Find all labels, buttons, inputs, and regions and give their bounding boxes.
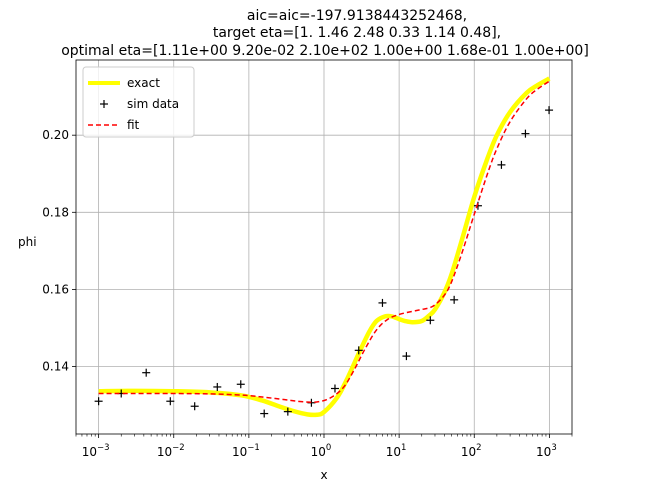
x-tick-label: 10−1 — [232, 443, 260, 459]
x-tick-label: 10−3 — [82, 443, 110, 459]
x-tick-label: 100 — [311, 443, 332, 459]
data-point-sim-data — [545, 106, 554, 115]
data-point-sim-data — [260, 409, 269, 418]
x-axis-ticks: 10−3 10−2 10−1 100 101 102 103 — [75, 434, 573, 459]
y-axis-ticks: 0.14 0.16 0.18 0.20 — [42, 128, 76, 374]
x-axis-label: x — [320, 468, 327, 482]
x-tick-label-exponent: −3 — [97, 443, 110, 453]
x-tick-label: 101 — [386, 443, 407, 459]
legend: exact sim data fit — [82, 66, 195, 138]
series-line-exact — [98, 76, 551, 418]
data-point-sim-data — [213, 382, 222, 391]
x-tick-label: 10−2 — [157, 443, 185, 459]
x-tick-label-base: 10 — [386, 445, 401, 459]
x-tick-label-base: 10 — [536, 445, 551, 459]
title-line-optimal-eta: optimal eta=[1.11e+00 9.20e-02 2.10e+02 … — [61, 43, 589, 59]
legend-swatch-sim-data — [100, 100, 108, 108]
data-point-sim-data — [283, 407, 292, 416]
x-tick-label-exponent: 2 — [476, 443, 481, 453]
data-point-sim-data — [236, 380, 245, 389]
data-point-sim-data — [473, 201, 482, 210]
data-point-sim-data — [521, 129, 530, 138]
x-tick-label-base: 10 — [232, 445, 247, 459]
x-tick-label-base: 10 — [82, 445, 97, 459]
series-layer — [94, 76, 554, 418]
chart-title: aic=aic=-197.9138443252468, target eta=[… — [61, 8, 589, 59]
x-tick-label-exponent: 0 — [326, 443, 331, 453]
data-point-sim-data — [142, 368, 151, 377]
data-point-sim-data — [402, 352, 411, 361]
legend-label-sim-data: sim data — [127, 97, 179, 111]
y-tick-label: 0.16 — [42, 282, 69, 296]
data-point-sim-data — [450, 295, 459, 304]
x-tick-label: 103 — [536, 443, 557, 459]
x-tick-label: 102 — [461, 443, 482, 459]
data-point-sim-data — [354, 346, 363, 355]
title-line-aic: aic=aic=-197.9138443252468, — [247, 8, 467, 24]
data-point-sim-data — [330, 384, 339, 393]
y-tick-label: 0.14 — [42, 360, 69, 374]
y-tick-label: 0.18 — [42, 205, 69, 219]
y-tick-label: 0.20 — [42, 128, 69, 142]
data-point-sim-data — [94, 397, 103, 406]
x-tick-label-exponent: −2 — [172, 443, 185, 453]
data-point-sim-data — [497, 160, 506, 169]
title-line-target-eta: target eta=[1. 1.46 2.48 0.33 1.14 0.48]… — [213, 25, 501, 41]
x-tick-label-exponent: −1 — [247, 443, 260, 453]
x-tick-label-base: 10 — [157, 445, 172, 459]
data-point-sim-data — [378, 298, 387, 307]
data-point-sim-data — [190, 402, 199, 411]
legend-label-fit: fit — [127, 118, 140, 132]
y-axis-label: phi — [18, 235, 37, 249]
x-tick-label-base: 10 — [311, 445, 326, 459]
x-tick-label-base: 10 — [461, 445, 476, 459]
x-tick-label-exponent: 3 — [551, 443, 556, 453]
data-point-sim-data — [166, 397, 175, 406]
legend-label-exact: exact — [127, 76, 160, 90]
x-tick-label-exponent: 1 — [401, 443, 406, 453]
series-line-fit — [98, 80, 550, 403]
data-point-sim-data — [426, 316, 435, 325]
